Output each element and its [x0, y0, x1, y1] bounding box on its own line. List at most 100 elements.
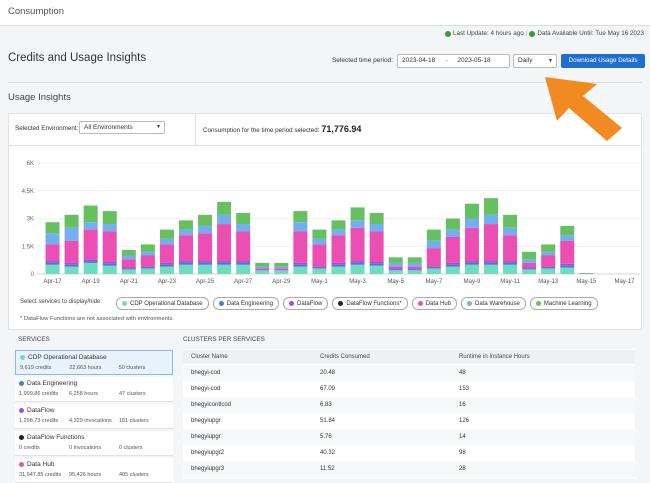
- bar-segment: [388, 262, 403, 267]
- bar-segment: [159, 266, 174, 274]
- bar-segment: [64, 266, 79, 274]
- bar-segment: [45, 261, 60, 263]
- bar-segment: [331, 235, 346, 263]
- legend-item[interactable]: Machine Learning: [529, 297, 598, 310]
- bar-segment: [274, 270, 289, 274]
- bar-segment: [274, 262, 289, 267]
- check-icon: [529, 30, 536, 37]
- bar-segment: [140, 251, 155, 256]
- bar-segment: [312, 244, 327, 267]
- chart: 0 1.5K 3K 4.5K 6K Apr-17 Apr-19 Apr-21 Apr-23 Apr…: [22, 161, 640, 285]
- bar-segment: [464, 262, 479, 265]
- service-name: CDP Operational Database: [20, 354, 168, 361]
- table-cell: 14: [459, 434, 466, 440]
- legend-item[interactable]: DataFlow: [282, 297, 329, 310]
- legend-label: Select services to display/hide:: [20, 299, 103, 305]
- legend-item[interactable]: Data Hub: [411, 297, 458, 310]
- bar-segment: [350, 264, 365, 274]
- bar-segment: [178, 229, 193, 236]
- table-cell: bhegyiupgr3: [191, 466, 225, 472]
- x-tick-label: May-1: [311, 279, 328, 285]
- bar-segment: [503, 235, 518, 262]
- last-update: Last Update: 4 hours ago: [452, 30, 524, 37]
- service-card[interactable]: Data Engineering 1,999.86 credits 6,258 ho…: [15, 377, 173, 402]
- table-cell: bhegyicontlcod: [191, 402, 232, 408]
- bar-segment: [541, 267, 556, 269]
- column-header: Runtime in Instance Hours: [459, 354, 530, 360]
- bar-segment: [217, 262, 232, 265]
- bar-segment: [121, 255, 136, 260]
- bar-segment: [350, 207, 365, 221]
- bar-segment: [83, 262, 98, 274]
- bar-segment: [217, 224, 232, 262]
- download-button[interactable]: Download Usage Details: [561, 54, 645, 68]
- granularity-select[interactable]: Daily ▼: [513, 54, 557, 68]
- granularity: Daily: [518, 57, 533, 64]
- bar-segment: [198, 225, 213, 234]
- service-metrics: 9,619 credits 22,663 hours 50 clusters: [20, 365, 168, 371]
- bar-segment: [445, 264, 460, 267]
- legend-label: Data Engineering: [226, 300, 273, 307]
- service-usage: 95,426 hours: [69, 472, 102, 478]
- bar-segment: [350, 220, 365, 228]
- bar-segment: [426, 229, 441, 241]
- bar-segment: [217, 201, 232, 215]
- bar-segment: [484, 224, 499, 262]
- bar-segment: [388, 270, 403, 274]
- table-cell: bhegyi-cod: [191, 386, 221, 392]
- bar-segment: [83, 261, 98, 263]
- bar-segment: [178, 262, 193, 265]
- bar-segment: [560, 240, 575, 264]
- bar-segment: [293, 266, 308, 274]
- date-range[interactable]: 2023-04-18 → 2023-05-18: [397, 54, 510, 68]
- service-card[interactable]: Data Hub 31,947.85 credits 95,426 hours 405…: [15, 458, 173, 483]
- legend-item[interactable]: Data Warehouse: [461, 297, 526, 310]
- bar-segment: [331, 229, 346, 236]
- service-name: Data Engineering: [19, 380, 169, 387]
- bar-segment: [159, 264, 174, 267]
- environment-select[interactable]: All Environments ▼: [79, 121, 165, 134]
- bar-segment: [503, 264, 518, 274]
- service-card[interactable]: CDP Operational Database 9,619 credits 22,…: [15, 350, 173, 375]
- service-card[interactable]: DataFlow 1,298.73 credits 4,329 invocation…: [15, 404, 173, 429]
- bar-segment: [255, 268, 270, 270]
- service-metrics: 1,999.86 credits 6,258 hours 47 clusters: [19, 391, 169, 397]
- bar-segment: [541, 268, 556, 274]
- bar-segment: [522, 259, 537, 263]
- table-cell: 5.76: [320, 434, 332, 440]
- service-clusters: 47 clusters: [119, 391, 146, 397]
- table-row: bhegyiupgr 5.76 14: [183, 429, 635, 445]
- bar-segment: [293, 264, 308, 267]
- legend-item[interactable]: Data Engineering: [212, 297, 279, 310]
- bar-segment: [503, 214, 518, 228]
- table-title: CLUSTERS PER SERVICES: [183, 336, 265, 343]
- start-date: 2023-04-18: [402, 57, 436, 64]
- bar-segment: [426, 248, 441, 267]
- bar-segment: [178, 261, 193, 263]
- legend-item[interactable]: DataFlow Functions*: [332, 297, 408, 310]
- bar-segment: [484, 264, 499, 274]
- service-clusters: 405 clusters: [119, 472, 149, 478]
- bar-segment: [407, 266, 422, 269]
- bar-segment: [312, 229, 327, 239]
- bar-segment: [198, 233, 213, 262]
- table-cell: 126: [459, 418, 470, 424]
- table-cell: 153: [459, 386, 470, 392]
- bar-segment: [560, 263, 575, 266]
- status: Last Update: 4 hours ago | Data Availabl…: [444, 30, 644, 37]
- time-period-label: Selected time period:: [331, 57, 393, 64]
- check-icon: [444, 30, 451, 37]
- table-cell: bhegyi-cod: [191, 370, 221, 376]
- bar-segment: [102, 231, 117, 262]
- environment: All Environments: [84, 124, 133, 131]
- bar-segment: [407, 269, 422, 271]
- caret: ▼: [548, 58, 553, 64]
- bar-segment: [407, 257, 422, 263]
- service-card[interactable]: DataFlow Functions 0 credits 0 invocations…: [15, 431, 173, 456]
- bar-segment: [217, 261, 232, 263]
- bar-segment: [274, 266, 289, 269]
- legend-label: Data Warehouse: [475, 300, 520, 307]
- service-credits: 9,619 credits: [20, 365, 52, 371]
- legend-item[interactable]: CDP Operational Database: [116, 297, 209, 310]
- service-metrics: 31,947.85 credits 95,426 hours 405 cluster…: [19, 472, 169, 478]
